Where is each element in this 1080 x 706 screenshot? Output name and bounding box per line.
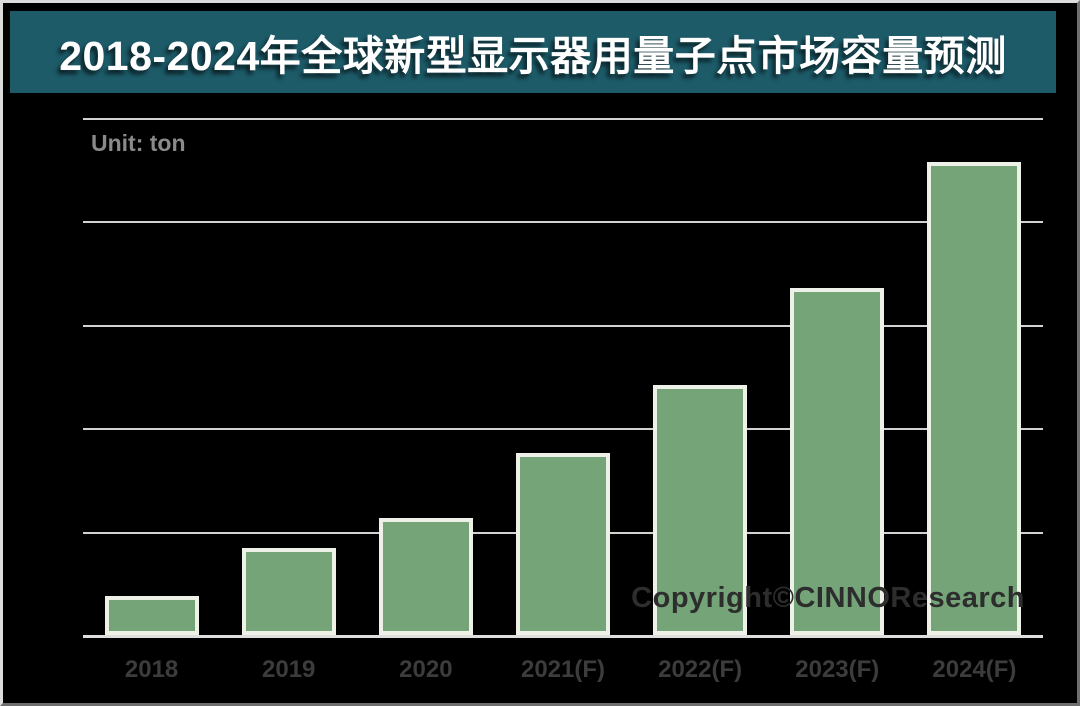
category-label-2024(F): 2024(F) [932,656,1017,683]
category-label-2019: 2019 [262,656,316,683]
bar-2021(F) [516,453,610,635]
gridline [83,428,1043,431]
bar-2019 [241,548,336,635]
gridline [83,324,1043,327]
gridline [83,118,1043,120]
gridline [83,221,1043,224]
watermark: Copyright©CINNOResearch [631,582,1025,614]
category-label-2021(F): 2021(F) [520,656,606,683]
bar-2018 [104,595,199,635]
unit-label: Unit: ton [91,130,186,156]
category-label-2023(F): 2023(F) [795,656,880,683]
bar-2022(F) [653,384,748,635]
category-label-2020: 2020 [399,656,453,683]
category-label-2022(F): 2022(F) [658,656,743,683]
page-title: 2018-2024年全球新型显示器用量子点市场容量预测 [59,33,1007,79]
category-label-2018: 2018 [124,656,179,683]
title-bar: 2018-2024年全球新型显示器用量子点市场容量预测 [10,11,1056,93]
bar-2020 [378,518,473,635]
bar-2024(F) [927,162,1022,635]
category-axis: 2018 2019 2020 2021(F) 2022(F) 2023(F) 2024(F) [83,656,1043,688]
bar-2023(F) [790,287,885,635]
plot-area [83,118,1043,638]
